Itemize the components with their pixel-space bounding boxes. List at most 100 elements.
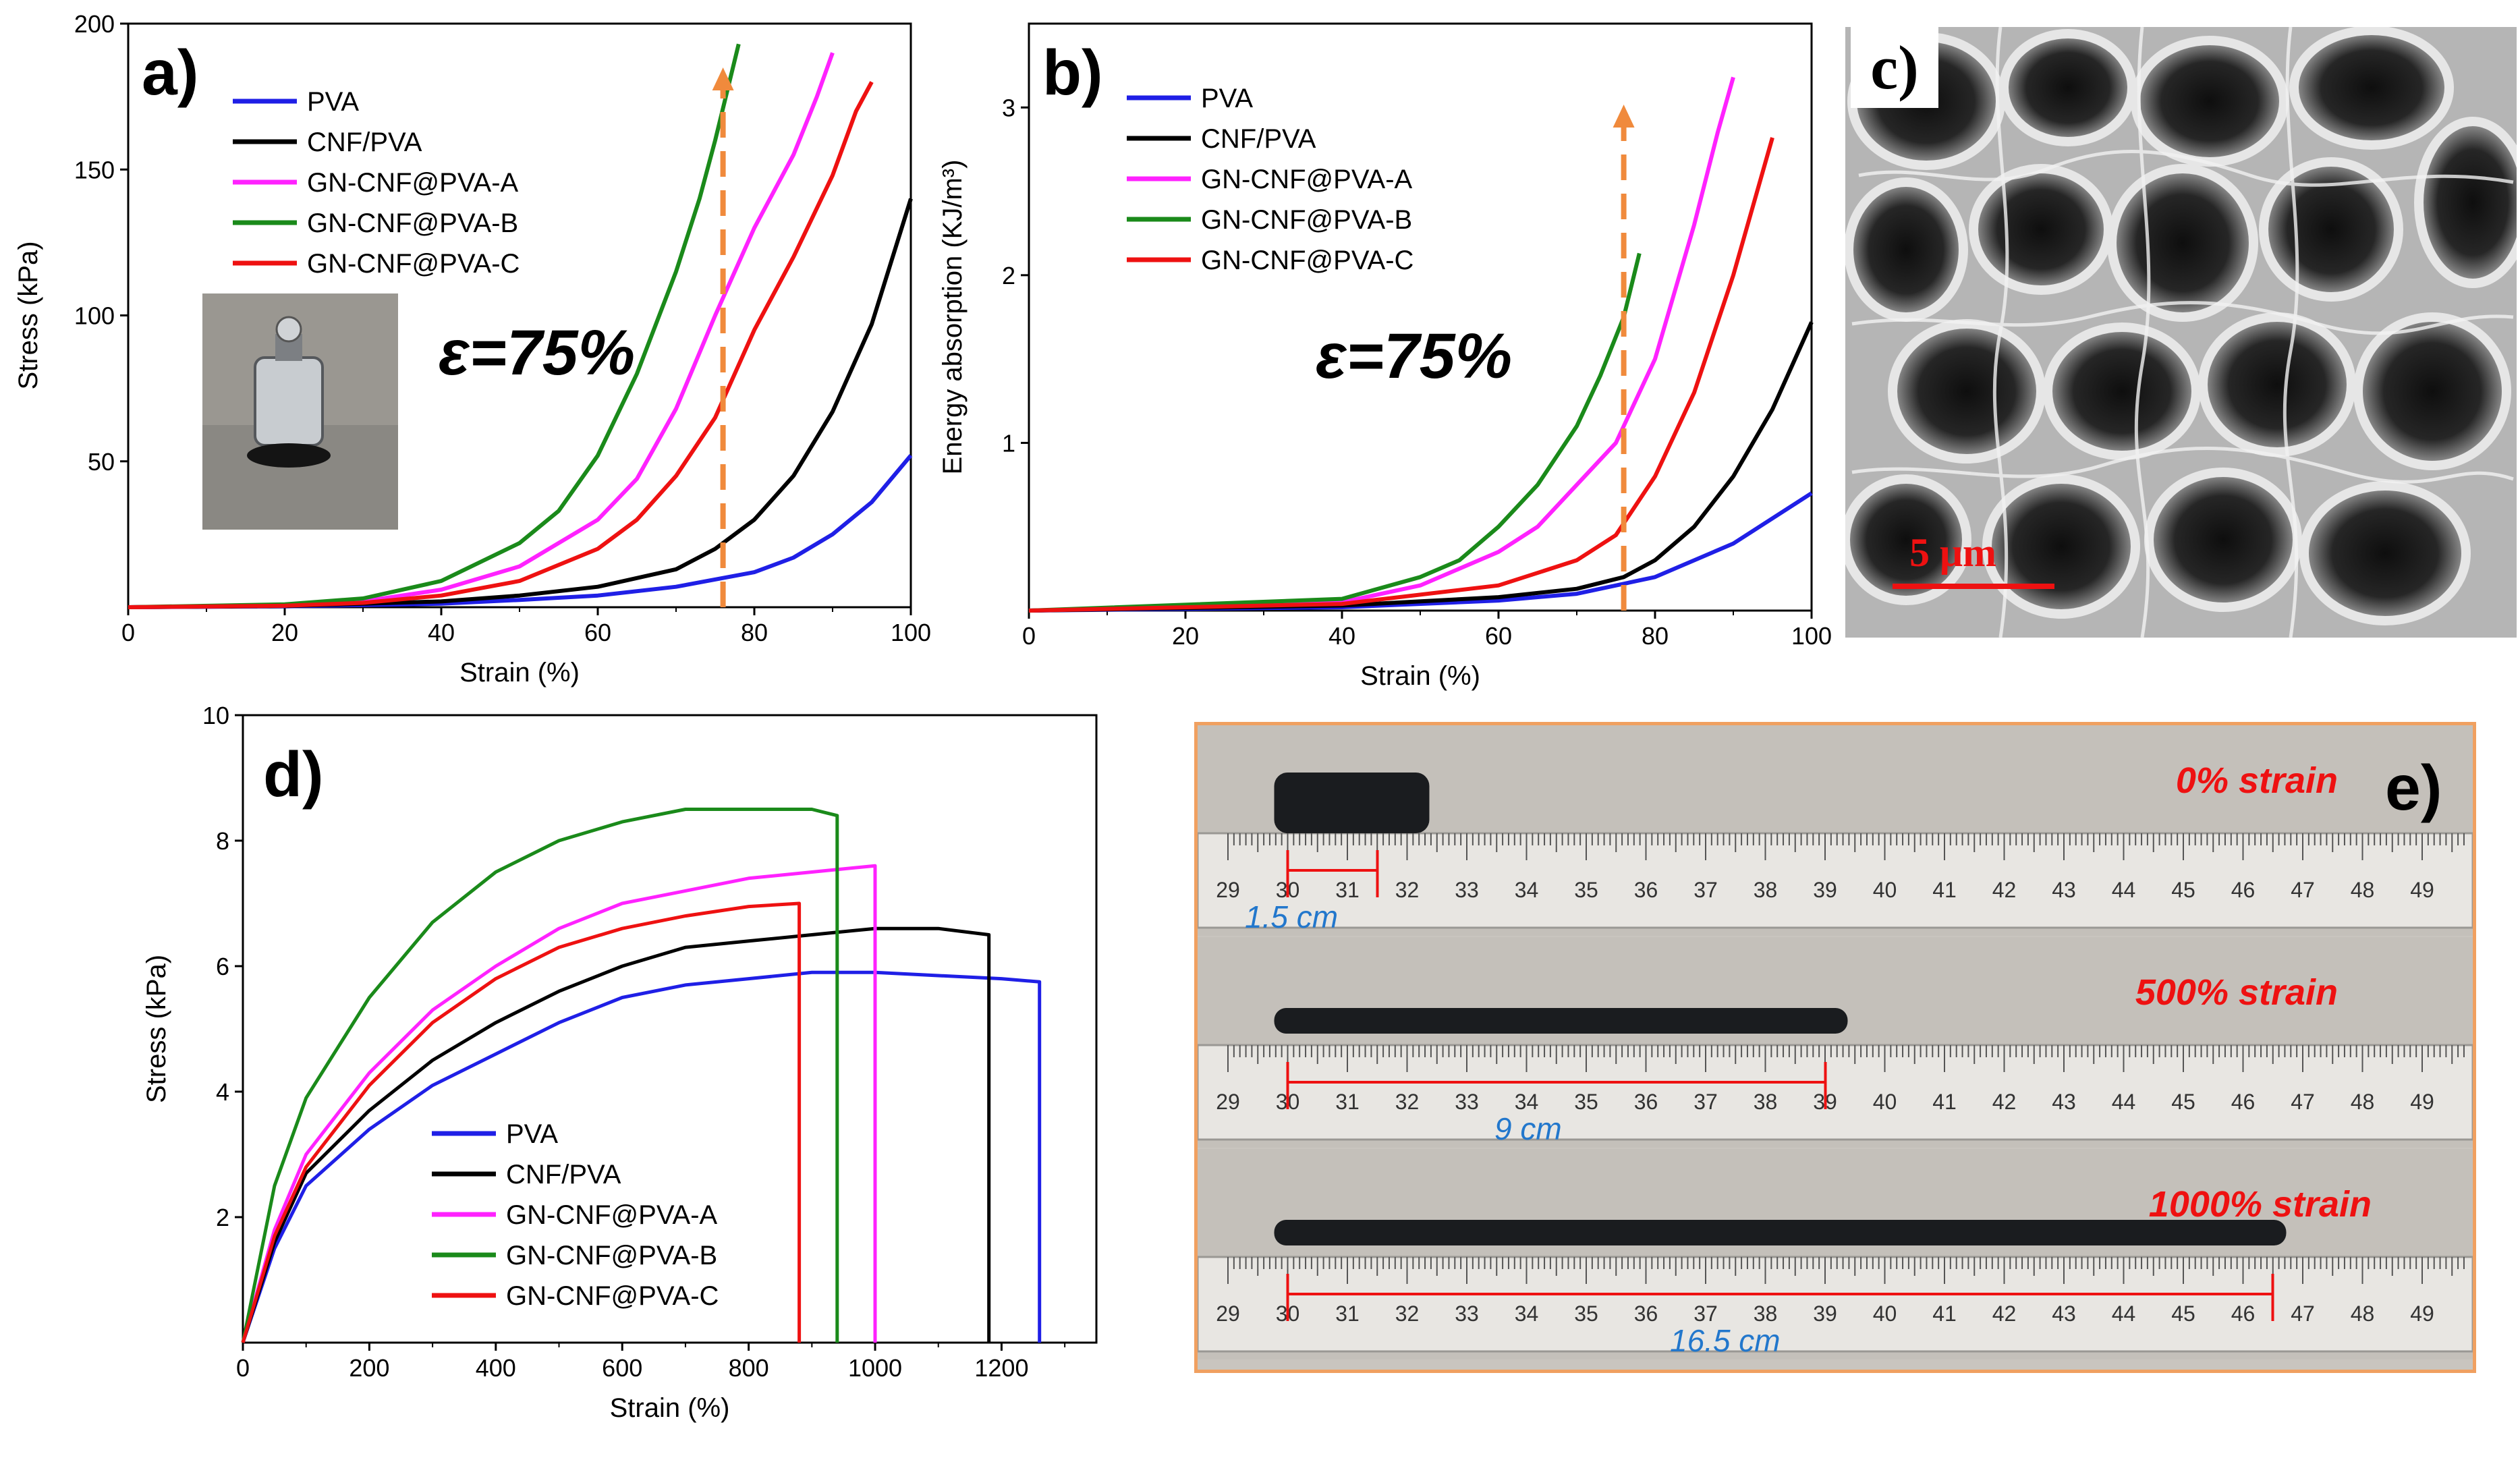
ruler-number: 32 <box>1395 878 1420 902</box>
x-tick-label: 60 <box>1485 622 1512 650</box>
legend: PVA CNF/PVA GN-CNF@PVA-A GN-CNF@PVA-B GN-CNF… <box>432 1119 719 1311</box>
legend-label: GN-CNF@PVA-A <box>506 1200 718 1230</box>
strain-label: 1000% strain <box>2149 1184 2372 1225</box>
x-tick-label: 40 <box>1328 622 1355 650</box>
ruler-number: 49 <box>2410 878 2434 902</box>
series-line-gn-cnf-pva-b <box>128 43 741 609</box>
ruler-number: 45 <box>2171 1301 2195 1326</box>
ruler-row: 2930313233343536373839404142434445464748… <box>1198 937 2473 1148</box>
weight-knob <box>275 316 302 343</box>
ruler-photo-panel: 29 30 31 32 33 34 35 36 37 38 39 40 41 42 43 44 45 46 47 48… <box>1194 722 2476 1373</box>
y-tick-label: 150 <box>74 156 115 184</box>
ruler-number: 36 <box>1634 878 1658 902</box>
ruler-number: 35 <box>1574 1090 1598 1114</box>
ruler-number: 42 <box>1992 1090 2017 1114</box>
ruler-number: 34 <box>1515 878 1539 902</box>
x-axis-label: Strain (%) <box>459 658 580 688</box>
y-tick-label: 8 <box>216 827 229 855</box>
series-line-gn-cnf-pva-b <box>241 808 839 1343</box>
ruler-number: 44 <box>2112 1301 2136 1326</box>
series-line-gn-cnf-pva-c <box>128 81 874 609</box>
ruler-number: 34 <box>1515 1090 1539 1114</box>
x-tick-label: 1000 <box>848 1354 902 1382</box>
legend-label: GN-CNF@PVA-C <box>506 1281 719 1311</box>
legend-label: GN-CNF@PVA-C <box>1201 246 1413 275</box>
strain-label: 500% strain <box>2135 972 2338 1013</box>
series-line-cnf-pva <box>128 198 913 609</box>
ruler-number: 41 <box>1932 1301 1957 1326</box>
x-axis-label: Strain (%) <box>610 1393 730 1423</box>
legend-label: GN-CNF@PVA-A <box>307 168 519 198</box>
sem-micrograph <box>1845 27 2517 638</box>
x-tick-label: 20 <box>271 619 298 646</box>
y-tick-label: 4 <box>216 1078 229 1106</box>
ruler-number: 36 <box>1634 1301 1658 1326</box>
ruler-number: 40 <box>1873 1301 1897 1326</box>
ruler-number: 49 <box>2410 1301 2434 1326</box>
ruler-body <box>1198 832 2473 929</box>
series-line-gn-cnf-pva-c <box>1028 137 1774 613</box>
series-line-gn-cnf-pva-b <box>1028 252 1642 613</box>
y-tick-label: 200 <box>74 10 115 38</box>
ruler-number: 29 <box>1216 878 1240 902</box>
strain-marker-arrowhead <box>1613 105 1635 128</box>
panel-label: e) <box>2385 752 2442 824</box>
legend-label: CNF/PVA <box>1201 124 1316 154</box>
ruler-number: 43 <box>2052 1301 2076 1326</box>
panel-label: b) <box>1042 37 1103 109</box>
ruler-number: 44 <box>2112 878 2136 902</box>
ruler-number: 33 <box>1455 878 1479 902</box>
chart-a: 0 20 40 60 80 100 50 100 150 200 Strain (%) Stress … <box>13 10 931 688</box>
series-line-pva <box>241 970 1042 1343</box>
ruler-number: 32 <box>1395 1090 1420 1114</box>
length-label: 9 cm <box>1494 1111 1562 1146</box>
plot-frame <box>1028 22 1813 612</box>
ruler-number: 33 <box>1455 1301 1479 1326</box>
y-tick-label: 2 <box>1002 262 1015 289</box>
ruler-number: 43 <box>2052 878 2076 902</box>
ruler-number: 47 <box>2291 878 2315 902</box>
ruler-number: 45 <box>2171 1090 2195 1114</box>
weight-body <box>254 356 324 447</box>
panel-label: a) <box>142 37 198 109</box>
legend-label: GN-CNF@PVA-B <box>506 1241 717 1270</box>
y-tick-label: 1 <box>1002 429 1015 457</box>
series-line-cnf-pva <box>241 926 991 1343</box>
legend-label: GN-CNF@PVA-C <box>307 249 520 279</box>
ruler-number: 40 <box>1873 878 1897 902</box>
ruler-number: 38 <box>1754 1301 1778 1326</box>
strain-note: ε=75% <box>1316 320 1512 392</box>
y-axis-label: Stress (kPa) <box>142 955 171 1103</box>
x-tick-label: 1200 <box>974 1354 1028 1382</box>
ruler-number: 34 <box>1515 1301 1539 1326</box>
ruler-number: 31 <box>1335 1301 1360 1326</box>
legend-label: PVA <box>506 1119 558 1149</box>
ruler-number: 38 <box>1754 878 1778 902</box>
ruler-number: 45 <box>2171 878 2195 902</box>
ruler-number: 33 <box>1455 1090 1479 1114</box>
ruler-number: 37 <box>1693 1301 1718 1326</box>
ruler-number: 48 <box>2351 1301 2375 1326</box>
strain-marker-arrowhead <box>712 67 734 90</box>
ruler-number: 35 <box>1574 878 1598 902</box>
series-line-gn-cnf-pva-a <box>1028 76 1735 613</box>
series-line-gn-cnf-pva-c <box>241 901 802 1343</box>
ruler-body <box>1198 1044 2473 1141</box>
ruler-number: 47 <box>2291 1090 2315 1114</box>
ruler-number: 47 <box>2291 1301 2315 1326</box>
y-tick-label: 6 <box>216 953 229 980</box>
legend-label: GN-CNF@PVA-B <box>307 208 518 238</box>
ruler-number: 46 <box>2231 1301 2256 1326</box>
ruler-number: 39 <box>1813 878 1837 902</box>
hydrogel-sample <box>1274 1008 1848 1034</box>
y-tick-label: 10 <box>202 702 229 729</box>
ruler-number: 29 <box>1216 1301 1240 1326</box>
ruler-number: 31 <box>1335 878 1360 902</box>
ruler-number: 48 <box>2351 1090 2375 1114</box>
strain-label: 0% strain <box>2176 760 2338 801</box>
legend-label: CNF/PVA <box>506 1160 621 1189</box>
ruler-number: 31 <box>1335 1090 1360 1114</box>
scale-bar-label: 5 μm <box>1909 530 1996 575</box>
ruler-number: 37 <box>1693 1090 1718 1114</box>
